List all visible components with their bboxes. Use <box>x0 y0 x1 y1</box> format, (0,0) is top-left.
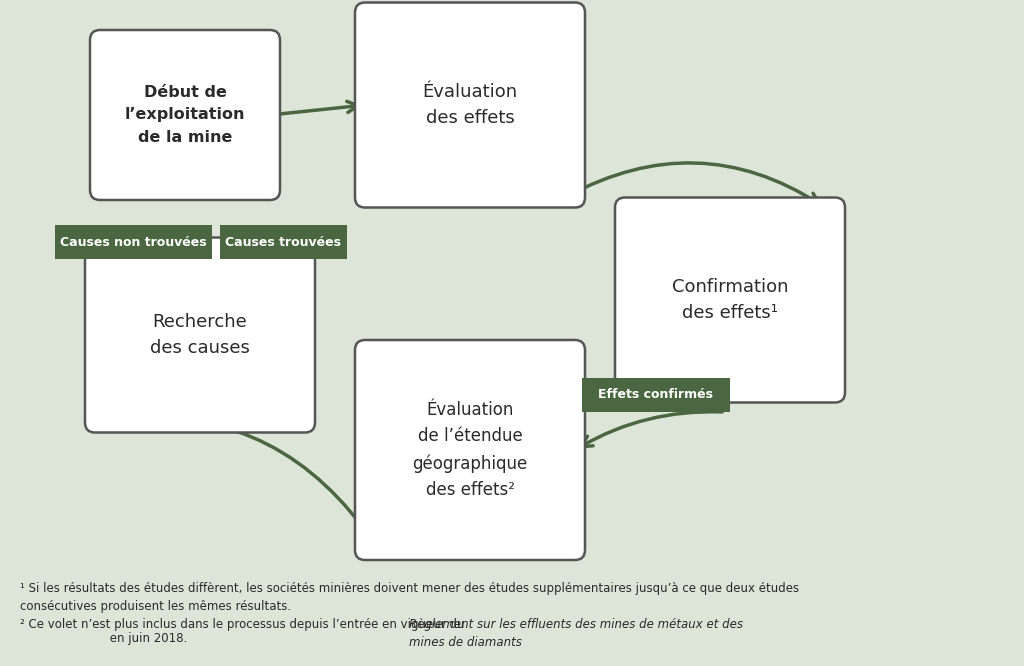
FancyBboxPatch shape <box>615 198 845 402</box>
FancyBboxPatch shape <box>85 238 315 432</box>
FancyBboxPatch shape <box>355 3 585 208</box>
Text: Recherche
des causes: Recherche des causes <box>151 313 250 357</box>
Text: Confirmation
des effets¹: Confirmation des effets¹ <box>672 278 788 322</box>
FancyBboxPatch shape <box>54 225 212 259</box>
FancyBboxPatch shape <box>219 225 346 259</box>
Text: ² Ce volet n’est plus inclus dans le processus depuis l’entrée en vigueur du: ² Ce volet n’est plus inclus dans le pro… <box>20 618 468 631</box>
FancyBboxPatch shape <box>355 340 585 560</box>
Text: Causes trouvées: Causes trouvées <box>225 236 341 248</box>
Text: Causes non trouvées: Causes non trouvées <box>59 236 206 248</box>
Text: Évaluation
de l’étendue
géographique
des effets²: Évaluation de l’étendue géographique des… <box>413 401 527 499</box>
Text: Effets confirmés: Effets confirmés <box>598 388 714 402</box>
Text: Règlement sur les effluents des mines de métaux et des
mines de diamants: Règlement sur les effluents des mines de… <box>409 618 742 649</box>
FancyBboxPatch shape <box>90 30 280 200</box>
Text: ¹ Si les résultats des études diffèrent, les sociétés minières doivent mener des: ¹ Si les résultats des études diffèrent,… <box>20 582 799 613</box>
Text: en juin 2018.: en juin 2018. <box>105 632 187 645</box>
Text: Évaluation
des effets: Évaluation des effets <box>423 83 517 127</box>
FancyBboxPatch shape <box>582 378 730 412</box>
Text: Début de
l’exploitation
de la mine: Début de l’exploitation de la mine <box>125 85 246 145</box>
